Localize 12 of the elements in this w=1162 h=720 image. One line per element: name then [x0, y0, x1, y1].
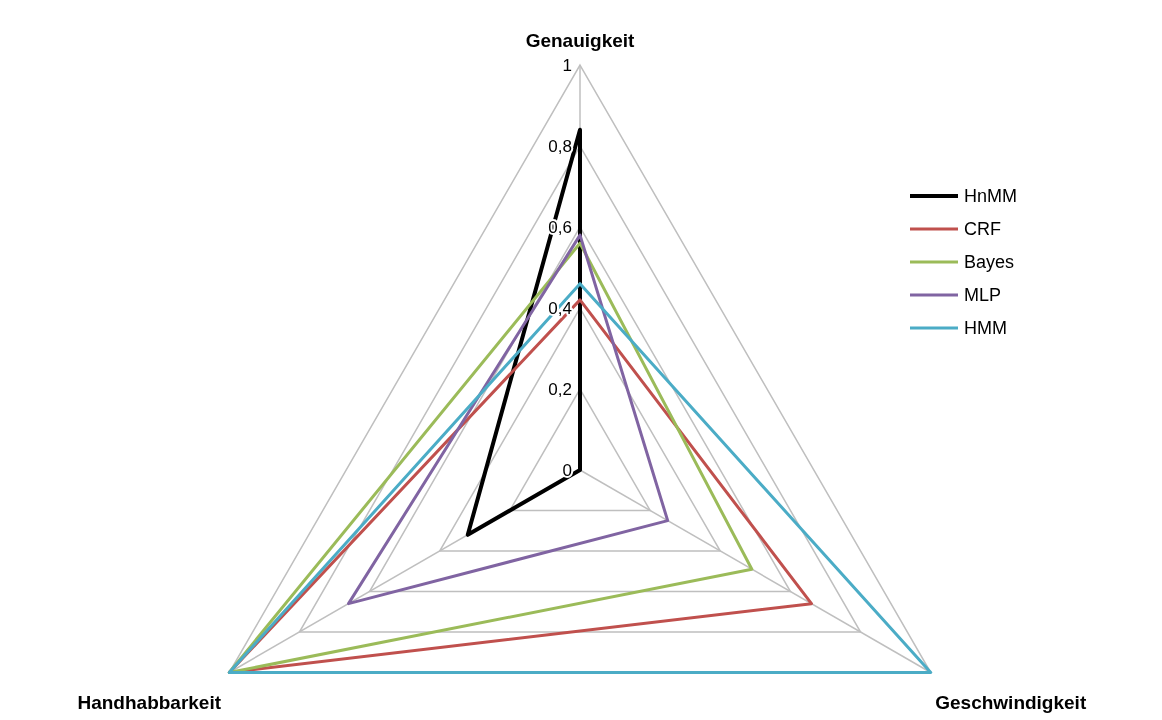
spoke-label: Genauigkeit: [525, 30, 636, 51]
spoke-label: Handhabbarkeit: [77, 691, 222, 713]
legend-label: Bayes: [964, 252, 1015, 272]
spoke-label: Geschwindigkeit: [935, 691, 1087, 713]
y-tick-label: 0,2: [548, 380, 572, 399]
y-tick-label: 0,8: [548, 137, 572, 156]
legend-label: HnMM: [964, 186, 1017, 206]
legend-label: MLP: [964, 285, 1002, 305]
legend-label: HMM: [964, 318, 1007, 338]
y-tick-label: 0: [562, 461, 572, 480]
legend-label: CRF: [964, 219, 1001, 239]
y-tick-label: 1: [562, 56, 572, 75]
